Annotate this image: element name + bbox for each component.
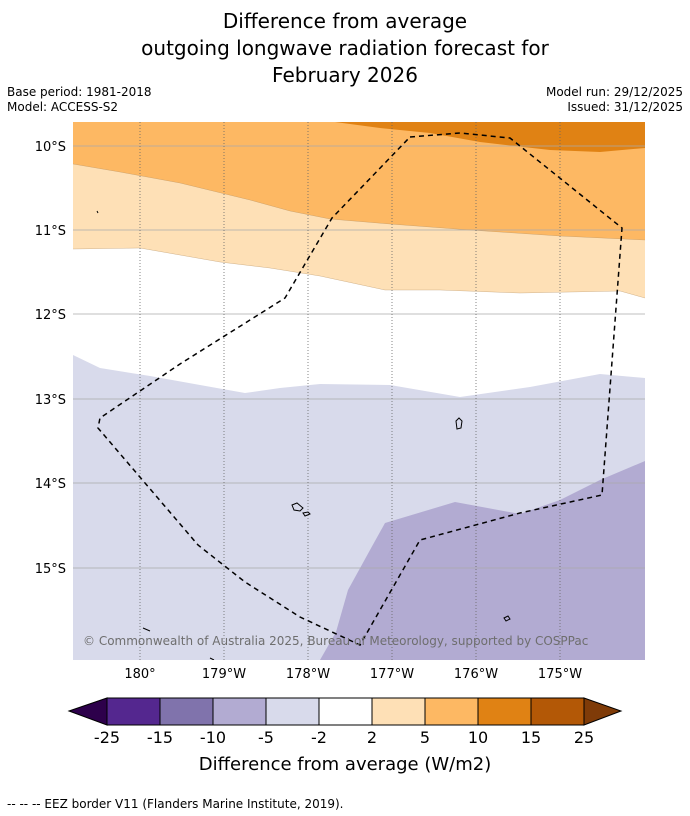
map-panel: © Commonwealth of Australia 2025, Bureau… <box>73 122 645 660</box>
colorbar-segment <box>424 697 479 726</box>
colorbar-over-arrow <box>583 697 623 726</box>
colorbar-segment <box>530 697 585 726</box>
band-minus10-to-minus5 <box>320 461 645 660</box>
eez-border <box>97 132 623 646</box>
colorbar-tick: -15 <box>147 728 173 747</box>
colorbar-segment <box>106 697 161 726</box>
band-10-to-15 <box>335 122 645 152</box>
islands <box>96 210 511 660</box>
colorbar-tick: 2 <box>367 728 377 747</box>
longitude-labels: 180° 179°W 178°W 177°W 176°W 175°W <box>124 667 582 682</box>
eez-legend-footer: -- -- -- EEZ border V11 (Flanders Marine… <box>7 797 344 811</box>
copyright-text: © Commonwealth of Australia 2025, Bureau… <box>83 634 588 648</box>
latitude-labels: 10°S 11°S 12°S 13°S 14°S 15°S <box>35 140 66 577</box>
model-run-text: Model run: 29/12/2025 <box>545 85 683 99</box>
issued-text: Issued: 31/12/2025 <box>567 100 683 114</box>
colorbar-tick: -25 <box>94 728 120 747</box>
colorbar-tick: 25 <box>574 728 594 747</box>
lon-label: 179°W <box>202 667 246 682</box>
chart-title: Difference from average outgoing longwav… <box>0 8 690 89</box>
colorbar-segment <box>159 697 214 726</box>
lat-label: 11°S <box>35 224 66 239</box>
lat-label: 13°S <box>35 393 66 408</box>
metadata-left: Base period: 1981-2018 Model: ACCESS-S2 <box>7 85 152 115</box>
colorbar: -25 -15 -10 -5 -2 2 5 10 15 25 Differenc… <box>67 697 623 775</box>
island-southeast <box>503 615 511 622</box>
colorbar-label: Difference from average (W/m2) <box>199 754 491 775</box>
band-5-to-10 <box>73 122 645 240</box>
island-central <box>291 502 304 512</box>
colorbar-under-arrow <box>67 697 108 726</box>
island-east <box>455 417 463 430</box>
title-line-3: February 2026 <box>272 63 418 87</box>
lat-label: 15°S <box>35 562 66 577</box>
island-central-small <box>302 511 311 517</box>
lon-label: 175°W <box>538 667 582 682</box>
lat-label: 14°S <box>35 477 66 492</box>
colorbar-tick: 15 <box>521 728 541 747</box>
colorbar-tick-labels: -25 -15 -10 -5 -2 2 5 10 15 25 <box>94 728 594 747</box>
colorbar-segment <box>318 697 373 726</box>
colorbar-tick: 5 <box>420 728 430 747</box>
lon-label: 178°W <box>286 667 330 682</box>
base-period-text: Base period: 1981-2018 <box>7 85 152 99</box>
lon-label: 176°W <box>454 667 498 682</box>
title-line-2: outgoing longwave radiation forecast for <box>141 36 549 60</box>
colorbar-segment <box>265 697 320 726</box>
colorbar-segment <box>212 697 267 726</box>
island-north <box>96 210 99 214</box>
colorbar-tick: -10 <box>200 728 226 747</box>
colorbar-tick: -2 <box>311 728 327 747</box>
colorbar-segment <box>477 697 532 726</box>
title-line-1: Difference from average <box>222 9 468 33</box>
island-south <box>209 657 215 660</box>
metadata-right: Model run: 29/12/2025 Issued: 31/12/2025 <box>546 85 683 115</box>
colorbar-tick: -5 <box>258 728 274 747</box>
island-southwest <box>142 627 151 632</box>
lon-label: 180° <box>124 667 155 682</box>
model-text: Model: ACCESS-S2 <box>7 100 119 114</box>
colorbar-segment <box>371 697 426 726</box>
colorbar-tick: 10 <box>468 728 488 747</box>
lat-label: 12°S <box>35 308 66 323</box>
lon-label: 177°W <box>370 667 414 682</box>
lat-label: 10°S <box>35 140 66 155</box>
latitude-gridlines <box>73 145 645 569</box>
